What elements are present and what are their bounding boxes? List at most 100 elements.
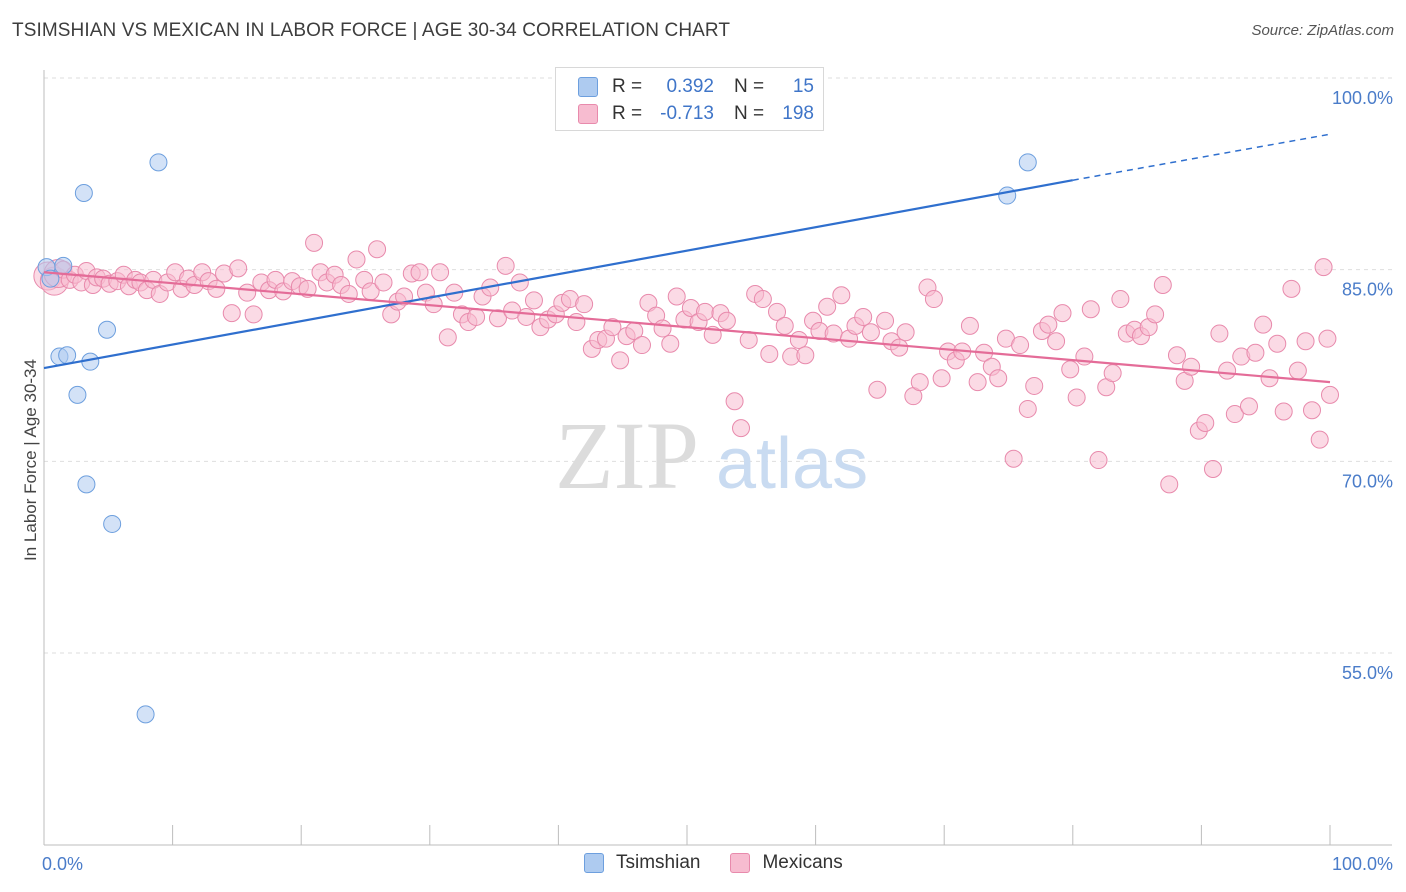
mexicans-point — [1011, 336, 1030, 355]
mexicans-point — [1061, 360, 1080, 379]
mexicans-point — [968, 373, 987, 392]
y-tick-label: 70.0% — [1342, 471, 1393, 491]
tsimshian-trend-extension — [1072, 133, 1331, 181]
mexicans-r-value: -0.713 — [660, 103, 714, 124]
tsimshian-r-value: 0.392 — [666, 76, 714, 97]
chart-title: TSIMSHIAN VS MEXICAN IN LABOR FORCE | AG… — [12, 20, 731, 41]
x-tick-label: 100.0% — [1332, 854, 1393, 874]
mexicans-point — [1203, 460, 1222, 478]
mexicans-point — [1089, 451, 1108, 470]
mexicans-point — [1182, 357, 1201, 376]
mexicans-point — [229, 259, 248, 278]
mexicans-point — [1047, 332, 1066, 351]
grid-lines — [44, 77, 1392, 654]
mexicans-point — [653, 319, 672, 338]
tsimshian-legend-label: Tsimshian — [616, 852, 701, 873]
mexicans-point — [989, 369, 1008, 388]
watermark: ZIP atlas — [555, 402, 868, 509]
mexicans-point — [1067, 388, 1086, 407]
mexicans-point — [696, 302, 715, 321]
mexicans-point — [347, 250, 366, 269]
legend-item-mexicans[interactable]: Mexicans — [730, 852, 843, 874]
mexicans-point — [1153, 276, 1172, 294]
data-points — [33, 153, 1339, 724]
tsimshian-trend-line — [43, 179, 1073, 370]
legend-row-tsimshian: R = 0.392 N = 15 — [578, 74, 814, 100]
tsimshian-point — [77, 475, 96, 494]
mexicans-point — [1111, 290, 1130, 309]
mexicans-point — [667, 287, 686, 306]
tsimshian-point — [998, 186, 1017, 205]
mexicans-point — [1239, 397, 1258, 416]
tsimshian-swatch — [578, 77, 598, 97]
mexicans-point — [1210, 324, 1229, 343]
mexicans-point — [768, 302, 787, 321]
mexicans-point — [298, 279, 317, 298]
mexicans-point — [207, 279, 226, 298]
mexicans-point — [1103, 364, 1122, 383]
mexicans-point — [244, 305, 263, 324]
mexicans-point — [1254, 315, 1273, 334]
series-legend: Tsimshian Mexicans — [584, 852, 873, 874]
mexicans-point — [603, 318, 622, 337]
mexicans-point — [876, 311, 895, 330]
mexicans-point — [725, 392, 744, 411]
tsimshian-point — [136, 705, 155, 724]
tick-labels: 55.0% 70.0% 85.0% 100.0% 0.0% 100.0% — [42, 88, 1393, 874]
mexicans-point — [1160, 475, 1179, 494]
mexicans-point — [1268, 334, 1287, 353]
mexicans-point — [661, 334, 680, 353]
tsimshian-point — [98, 320, 117, 339]
y-tick-label: 100.0% — [1332, 88, 1393, 108]
mexicans-point — [932, 369, 951, 388]
mexicans-point — [1246, 343, 1265, 362]
mexicans-point — [1053, 304, 1072, 323]
source-credit: Source: ZipAtlas.com — [1251, 22, 1394, 39]
mexicans-point — [368, 240, 387, 259]
n-label: N = — [734, 103, 765, 124]
watermark-atlas: atlas — [716, 424, 868, 504]
tsimshian-point — [58, 346, 77, 365]
mexicans-point — [1081, 300, 1100, 319]
mexicans-point — [960, 316, 979, 335]
mexicans-point — [1321, 385, 1339, 404]
mexicans-point — [632, 336, 651, 355]
mexicans-point — [1004, 449, 1023, 468]
mexicans-point — [861, 323, 880, 342]
mexicans-point — [305, 233, 324, 252]
tsimshian-legend-swatch — [584, 853, 604, 873]
mexicans-trend-line — [43, 271, 1331, 384]
mexicans-point — [854, 307, 873, 326]
mexicans-point — [1018, 399, 1037, 418]
mexicans-point — [796, 346, 815, 365]
mexicans-point — [431, 263, 450, 282]
mexicans-point — [832, 286, 851, 305]
mexicans-point — [1282, 279, 1301, 298]
mexicans-point — [1310, 430, 1329, 449]
mexicans-point — [1167, 346, 1186, 365]
mexicans-point — [374, 273, 393, 292]
n-label: N = — [734, 76, 765, 97]
mexicans-point — [1225, 405, 1244, 424]
mexicans-point — [732, 419, 751, 438]
mexicans-n-value: 198 — [782, 103, 814, 124]
mexicans-point — [1025, 376, 1044, 395]
mexicans-point — [1039, 315, 1058, 334]
mexicans-point — [1146, 305, 1165, 324]
mexicans-point — [575, 295, 594, 314]
mexicans-point — [238, 283, 257, 302]
mexicans-point — [1218, 361, 1237, 380]
y-tick-label: 55.0% — [1342, 663, 1393, 683]
y-axis-label: In Labor Force | Age 30-34 — [21, 359, 40, 561]
mexicans-point — [760, 345, 779, 363]
mexicans-point — [1274, 402, 1293, 421]
mexicans-swatch — [578, 104, 598, 124]
mexicans-point — [410, 263, 429, 282]
mexicans-point — [818, 297, 837, 316]
legend-item-tsimshian[interactable]: Tsimshian — [584, 852, 700, 874]
watermark-zip: ZIP — [555, 402, 699, 509]
mexicans-point — [1196, 414, 1215, 432]
mexicans-point — [524, 291, 543, 310]
axes — [43, 70, 1392, 846]
tsimshian-point — [149, 153, 168, 172]
